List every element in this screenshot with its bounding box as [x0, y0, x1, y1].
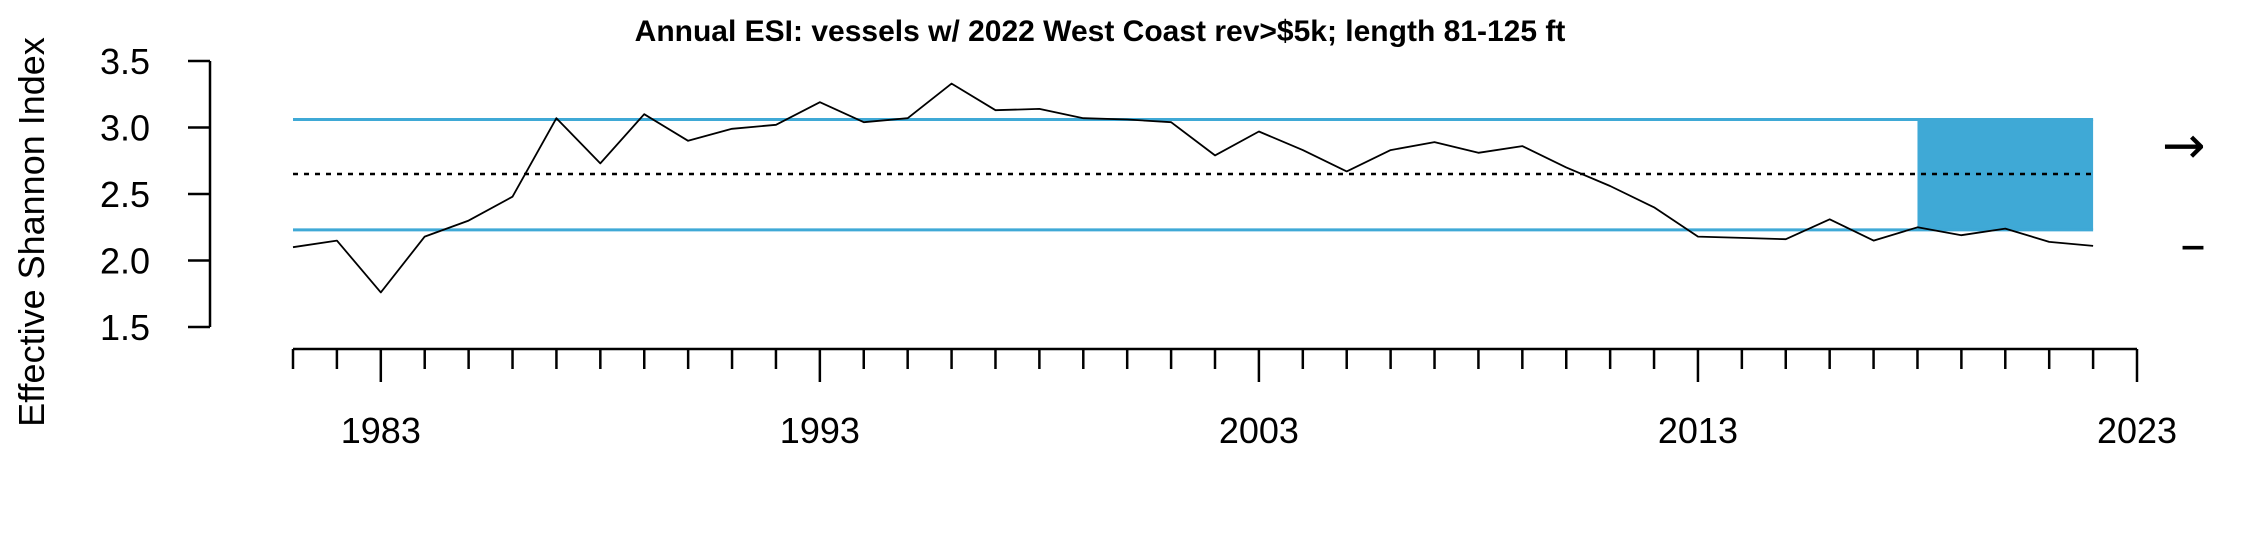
- sd-trend-dash-icon: –: [2180, 215, 2206, 275]
- y-tick-label: 2.5: [100, 174, 150, 215]
- x-tick-label: 1983: [341, 410, 421, 451]
- y-tick-label: 1.5: [100, 307, 150, 348]
- reference-lines: [293, 118, 2094, 232]
- x-tick-label: 2003: [1219, 410, 1299, 451]
- chart-title: Annual ESI: vessels w/ 2022 West Coast r…: [635, 15, 1566, 48]
- x-tick-label: 2023: [2097, 410, 2177, 451]
- x-tick-label: 2013: [1658, 410, 1738, 451]
- y-tick-label: 2.0: [100, 241, 150, 282]
- series-line-0: [292, 82, 2094, 294]
- x-axis: 1983 1993 2003 2013 2023: [291, 347, 2177, 451]
- y-tick-label: 3.0: [100, 108, 150, 149]
- y-axis-title: Effective Shannon Index: [11, 37, 52, 427]
- x-tick-label: 1993: [780, 410, 860, 451]
- y-axis: 1.5 2.0 2.5 3.0 3.5: [100, 41, 212, 348]
- y-tick-label: 3.5: [100, 41, 150, 82]
- mean-trend-arrow-icon: →: [2162, 116, 2206, 176]
- data-series: [292, 82, 2094, 294]
